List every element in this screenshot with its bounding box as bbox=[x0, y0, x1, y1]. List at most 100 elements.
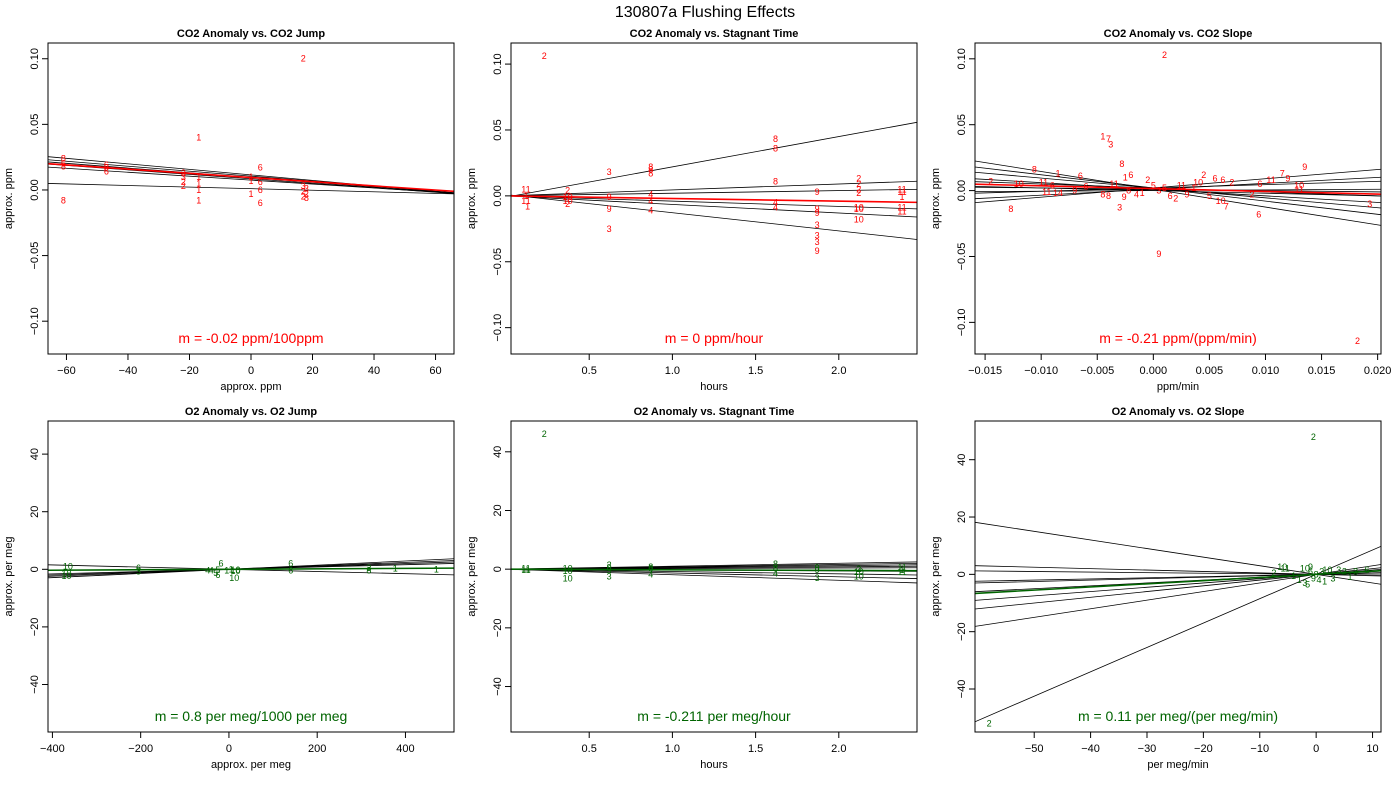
y-axis-label: approx. per meg bbox=[930, 536, 942, 616]
data-point: 10 bbox=[62, 571, 72, 581]
data-point: 9 bbox=[607, 563, 612, 573]
data-point: 1 bbox=[434, 564, 439, 574]
y-axis-label: approx. ppm bbox=[466, 168, 478, 229]
data-point: 2 bbox=[987, 718, 992, 728]
data-point: 9 bbox=[1285, 174, 1290, 184]
data-point: 3 bbox=[1331, 574, 1336, 584]
x-axis: 0.5 1.0 1.5 2.0 bbox=[582, 731, 846, 755]
data-point: 3 bbox=[815, 237, 820, 247]
data-point: 2 bbox=[1201, 170, 1206, 180]
y-tick-label: 0.00 bbox=[492, 185, 504, 206]
fit-line bbox=[511, 195, 917, 210]
y-tick-label: 0.05 bbox=[956, 114, 968, 135]
data-point: 9 bbox=[815, 204, 820, 214]
data-point: 6 bbox=[1364, 565, 1369, 575]
data-point: 1 bbox=[248, 172, 253, 182]
x-tick-label: −10 bbox=[1250, 743, 1269, 755]
data-point: 11 bbox=[897, 207, 906, 217]
data-point: 11 bbox=[897, 187, 906, 197]
data-point: 10 bbox=[229, 573, 239, 583]
mean-fit-line bbox=[975, 569, 1381, 595]
data-point: 6 bbox=[1256, 209, 1261, 219]
data-point: 1 bbox=[1297, 575, 1302, 585]
x-axis: 0.5 1.0 1.5 2.0 bbox=[582, 353, 846, 377]
panel-title: O2 Anomaly vs. O2 Jump bbox=[185, 406, 318, 418]
data-point: 11 bbox=[1039, 178, 1048, 188]
y-axis-label: approx. per meg bbox=[466, 536, 478, 616]
data-point: 10 bbox=[1277, 562, 1287, 572]
x-tick-label: −400 bbox=[40, 743, 65, 755]
x-tick-label: 0.015 bbox=[1308, 365, 1336, 377]
data-point: 6 bbox=[258, 163, 263, 173]
x-axis-label: hours bbox=[700, 381, 728, 393]
data-point: 2 bbox=[1229, 178, 1234, 188]
data-point: 8 bbox=[1106, 191, 1111, 201]
x-tick-label: 0 bbox=[226, 743, 232, 755]
y-tick-label: −40 bbox=[492, 677, 504, 696]
data-point: 3 bbox=[181, 168, 186, 178]
x-tick-label: 0 bbox=[248, 365, 254, 377]
data-point: 2 bbox=[301, 186, 306, 196]
data-point: 8 bbox=[773, 559, 778, 569]
slope-annotation: m = 0.8 per meg/1000 per meg bbox=[155, 708, 348, 724]
data-point: 6 bbox=[218, 559, 223, 569]
x-tick-label: 0.000 bbox=[1140, 365, 1168, 377]
y-tick-label: 0 bbox=[492, 566, 504, 572]
data-point: 2 bbox=[1173, 194, 1178, 204]
data-point: 3 bbox=[607, 572, 612, 582]
x-axis-label: approx. ppm bbox=[220, 381, 281, 393]
fit-line bbox=[975, 160, 1381, 226]
data-point: 3 bbox=[815, 230, 820, 240]
data-point: 9 bbox=[815, 187, 820, 197]
data-point: 8 bbox=[1008, 204, 1013, 214]
data-point: 2 bbox=[304, 189, 309, 199]
x-tick-label: −40 bbox=[1081, 743, 1100, 755]
x-tick-label: −20 bbox=[180, 365, 199, 377]
y-tick-label: 0.10 bbox=[956, 48, 968, 69]
data-point: 3 bbox=[1156, 186, 1161, 196]
x-tick-label: 0.5 bbox=[582, 743, 597, 755]
data-point: 10 bbox=[1322, 565, 1332, 575]
data-point: 9 bbox=[1122, 192, 1127, 202]
data-point: 8 bbox=[648, 162, 653, 172]
x-tick-label: −50 bbox=[1025, 743, 1044, 755]
data-point: 10 bbox=[563, 196, 573, 206]
data-point: 10 bbox=[563, 566, 573, 576]
data-point: 1 bbox=[900, 565, 905, 575]
data-point: 1 bbox=[1347, 572, 1352, 582]
data-point: 3 bbox=[181, 172, 186, 182]
data-point: 6 bbox=[136, 563, 141, 573]
panel-title: CO2 Anomaly vs. CO2 Jump bbox=[177, 28, 325, 40]
panel-title: CO2 Anomaly vs. Stagnant Time bbox=[630, 28, 799, 40]
y-tick-label: 0.05 bbox=[29, 114, 41, 135]
data-point: 7 bbox=[1224, 201, 1229, 211]
data-point: 11 bbox=[897, 563, 906, 573]
panel-title: CO2 Anomaly vs. CO2 Slope bbox=[1104, 28, 1253, 40]
mean-fit-line bbox=[975, 183, 1381, 196]
y-tick-label: 0.00 bbox=[956, 180, 968, 201]
data-point: 8 bbox=[104, 163, 109, 173]
y-tick-label: 40 bbox=[956, 454, 968, 466]
y-tick-label: −0.05 bbox=[956, 243, 968, 271]
data-point: 2 bbox=[856, 188, 861, 198]
data-point: 10 bbox=[1193, 178, 1203, 188]
data-point: 1 bbox=[248, 176, 253, 186]
data-point: 2 bbox=[988, 176, 993, 186]
data-point: 4 bbox=[1134, 190, 1139, 200]
data-point: 8 bbox=[648, 165, 653, 175]
y-axis: −40 −20 0 20 40 bbox=[492, 446, 512, 696]
fit-line bbox=[511, 195, 917, 218]
data-point: 5 bbox=[215, 565, 220, 575]
data-point: 6 bbox=[1168, 191, 1173, 201]
data-point: 6 bbox=[1128, 170, 1133, 180]
x-tick-label: 0.5 bbox=[582, 365, 597, 377]
data-point: 1 bbox=[224, 566, 229, 576]
data-point: 6 bbox=[1078, 171, 1083, 181]
fit-line bbox=[511, 194, 917, 240]
data-point: 8 bbox=[1314, 569, 1319, 579]
data-point: 9 bbox=[607, 192, 612, 202]
data-point: 2 bbox=[1311, 432, 1316, 442]
